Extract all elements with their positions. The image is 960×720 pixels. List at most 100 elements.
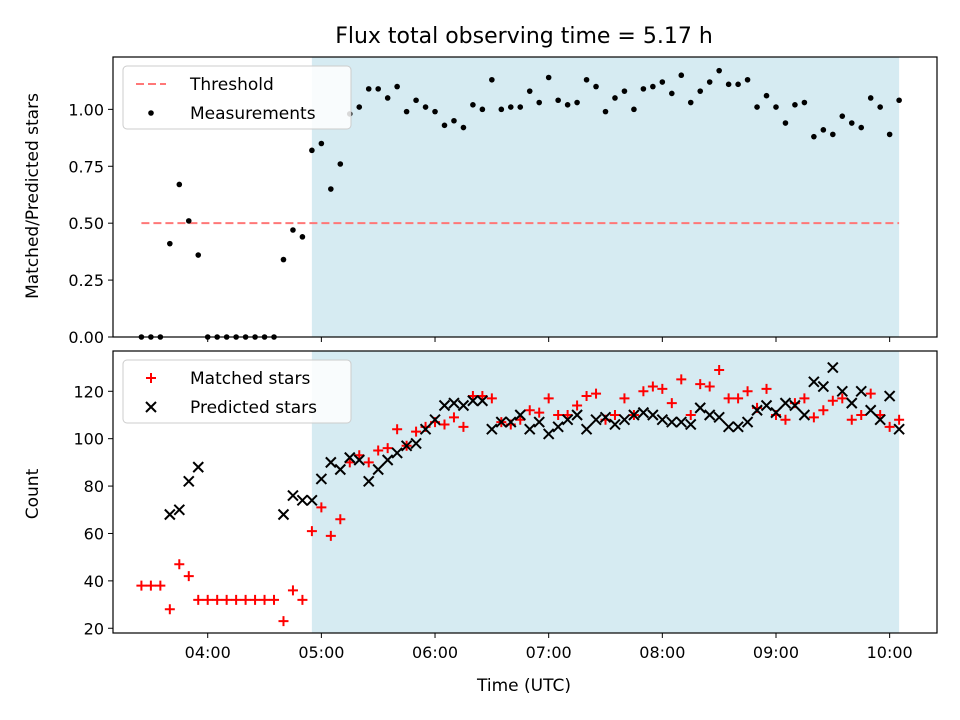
measurement-point [460,124,467,131]
measurement-point [820,127,827,133]
matched-stars-point [609,409,620,420]
matched-stars-point [572,400,583,411]
bottom-y-tick-label: 80 [84,477,104,496]
predicted-stars-point [666,416,678,428]
predicted-stars-point [798,409,811,421]
predicted-stars-point [694,402,706,414]
predicted-stars-point [751,404,763,416]
predicted-stars-point [599,411,612,424]
measurement-point [659,79,666,85]
matched-stars-point [534,407,545,418]
predicted-stars-point [864,404,877,416]
predicted-stars-point [457,399,470,412]
predicted-stars-point [524,423,536,435]
top-observing-window-band [311,57,900,337]
predicted-stars-point [533,416,545,428]
predicted-stars-point [883,390,896,402]
matched-stars-point [524,405,535,416]
legend-label: Matched stars [190,369,310,389]
predicted-stars-point [789,399,801,412]
x-tick-label: 05:00 [298,643,344,662]
x-axis-label: Time (UTC) [476,676,571,696]
measurement-point [839,113,846,119]
predicted-stars-point [495,416,508,428]
predicted-stars-point [817,380,830,393]
measurement-point [422,104,429,110]
matched-stars-point [827,395,838,406]
measurement-point [602,108,609,115]
bottom-legend: Matched stars Predicted stars [122,359,352,424]
measurement-point [763,92,770,99]
legend-label: Predicted stars [190,398,317,418]
predicted-stars-point [552,421,564,433]
predicted-stars-point [486,423,498,435]
top-legend: Threshold Measurements [122,65,352,130]
bottom-panel: 20 40 60 80 100 120 04:00 05:00 06:00 07:00 08:00 0… [73,350,938,662]
matched-stars-point [695,379,706,390]
predicted-stars-point [647,409,659,421]
matched-stars-point [363,457,374,468]
predicted-stars-point [372,463,384,476]
x-tick-label: 04:00 [185,643,231,662]
matched-stars-point [392,424,403,435]
predicted-stars-point [410,437,422,450]
measurement-point [574,99,580,106]
matched-stars-point [297,594,308,605]
measurement-point [536,99,543,106]
matched-stars-point [723,393,734,404]
measurement-point [318,140,325,147]
matched-stars-point [733,393,744,404]
measurement-point [621,88,628,94]
matched-stars-point [486,393,497,404]
predicted-stars-point [306,494,318,507]
measurement-point [384,95,391,101]
bottom-y-tick-label: 20 [84,619,104,638]
predicted-stars-point [656,414,669,426]
measurement-point [593,83,599,90]
matched-stars-point [373,445,384,456]
predicted-stars-point [760,399,773,412]
predicted-stars-point [400,440,413,452]
matched-stars-point [619,393,630,404]
x-tick-label: 09:00 [753,643,799,662]
measurement-point [735,81,741,88]
predicted-stars-point [429,414,441,426]
measurement-point [773,104,779,110]
measurement-point [167,240,173,247]
matched-stars-point [543,393,554,404]
measurement-point [858,124,865,131]
matched-stars-point [193,594,204,605]
predicted-stars-point [467,395,479,407]
matched-stars-point [287,585,298,596]
matched-stars-point [714,364,725,375]
predicted-stars-point [353,454,365,466]
bottom-observing-window-band [311,351,900,633]
matched-stars-point [221,594,232,605]
measurement-point [555,97,561,104]
legend-label: Measurements [190,104,316,124]
bottom-legend-box [122,359,352,424]
matched-stars-point [202,594,213,605]
top-panel: 0.00 0.25 0.50 0.75 1.00 Threshold Measurement… [68,56,938,347]
measurement-point [706,79,713,85]
matched-stars-point [742,386,753,397]
measurement-point [545,74,552,81]
measurement-point [309,147,315,154]
matched-stars-point [780,414,791,425]
matched-stars-point [164,604,175,615]
measurement-point [195,252,202,258]
predicted-stars-point [192,461,204,473]
predicted-stars-point [505,416,517,428]
matched-stars-point [269,594,280,605]
legend-matched-swatch [146,373,156,383]
measurement-point [328,186,334,192]
measurement-point [716,67,722,74]
measurement-point [877,104,883,110]
bottom-y-tick-label: 100 [73,430,104,449]
legend-predicted-swatch [145,401,157,413]
predicted-stars-point [770,406,782,419]
bottom-y-tick-label: 40 [84,572,104,591]
matched-stars-point [212,594,223,605]
measurement-point [631,106,637,113]
legend-label: Threshold [189,75,274,95]
